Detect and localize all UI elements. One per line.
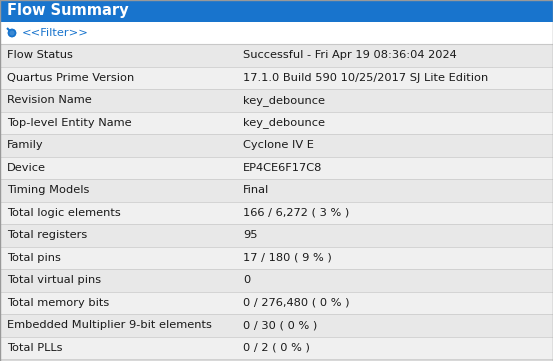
Text: 0 / 276,480 ( 0 % ): 0 / 276,480 ( 0 % ) — [243, 298, 349, 308]
Bar — [0, 201, 553, 224]
Text: <<Filter>>: <<Filter>> — [22, 28, 89, 38]
Text: Top-level Entity Name: Top-level Entity Name — [7, 118, 132, 128]
Bar — [0, 22, 553, 44]
Circle shape — [8, 30, 15, 36]
Bar — [0, 134, 553, 157]
Text: 0 / 30 ( 0 % ): 0 / 30 ( 0 % ) — [243, 320, 317, 330]
Text: Flow Summary: Flow Summary — [7, 4, 129, 18]
Bar — [0, 157, 553, 179]
Bar — [0, 44, 553, 66]
Text: 17.1.0 Build 590 10/25/2017 SJ Lite Edition: 17.1.0 Build 590 10/25/2017 SJ Lite Edit… — [243, 73, 488, 83]
Text: Timing Models: Timing Models — [7, 185, 90, 195]
Text: key_debounce: key_debounce — [243, 95, 325, 106]
Text: Revision Name: Revision Name — [7, 95, 92, 105]
Text: Total registers: Total registers — [7, 230, 87, 240]
Bar — [0, 314, 553, 336]
Text: Embedded Multiplier 9-bit elements: Embedded Multiplier 9-bit elements — [7, 320, 212, 330]
Bar — [0, 291, 553, 314]
Text: Total memory bits: Total memory bits — [7, 298, 109, 308]
Text: 0 / 2 ( 0 % ): 0 / 2 ( 0 % ) — [243, 343, 310, 353]
Text: 166 / 6,272 ( 3 % ): 166 / 6,272 ( 3 % ) — [243, 208, 349, 218]
Bar — [0, 224, 553, 247]
Text: Cyclone IV E: Cyclone IV E — [243, 140, 314, 150]
Bar — [0, 247, 553, 269]
Text: Total pins: Total pins — [7, 253, 61, 263]
Text: Quartus Prime Version: Quartus Prime Version — [7, 73, 134, 83]
Text: Device: Device — [7, 163, 46, 173]
Bar — [0, 179, 553, 201]
Text: 0: 0 — [243, 275, 251, 285]
Bar — [0, 0, 553, 22]
Text: 95: 95 — [243, 230, 258, 240]
Bar — [0, 112, 553, 134]
Text: Flow Status: Flow Status — [7, 50, 73, 60]
Bar — [0, 66, 553, 89]
Text: EP4CE6F17C8: EP4CE6F17C8 — [243, 163, 322, 173]
Text: key_debounce: key_debounce — [243, 117, 325, 128]
Text: Total logic elements: Total logic elements — [7, 208, 121, 218]
Bar — [0, 89, 553, 112]
Bar — [0, 269, 553, 291]
Text: Family: Family — [7, 140, 44, 150]
Bar — [0, 336, 553, 359]
Text: Total virtual pins: Total virtual pins — [7, 275, 101, 285]
Text: Total PLLs: Total PLLs — [7, 343, 62, 353]
Text: 17 / 180 ( 9 % ): 17 / 180 ( 9 % ) — [243, 253, 332, 263]
Text: Final: Final — [243, 185, 269, 195]
Text: Successful - Fri Apr 19 08:36:04 2024: Successful - Fri Apr 19 08:36:04 2024 — [243, 50, 457, 60]
